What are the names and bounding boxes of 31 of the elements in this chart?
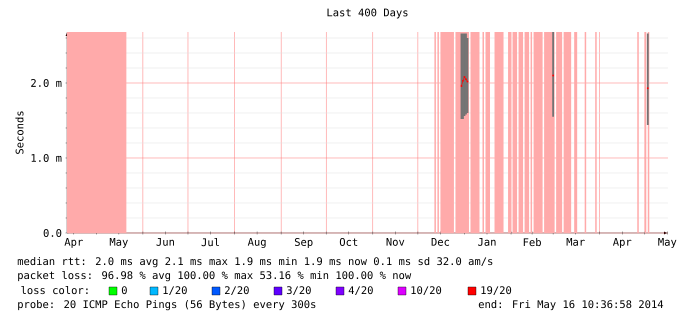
x-tick-label: Dec [432, 238, 450, 246]
y-axis-title: Seconds [15, 111, 24, 154]
x-tick-label: Jul [202, 238, 219, 246]
legend-label: 1/20 [163, 286, 187, 295]
x-tick-label: May [658, 238, 676, 248]
x-tick-label: Apr [612, 238, 632, 248]
x-tick-label: Nov [386, 238, 404, 246]
x-tick-label: Feb [524, 238, 541, 246]
legend-label: 4/20 [348, 286, 373, 295]
chart-title: Last 400 Days [328, 8, 408, 18]
legend-label: 10/20 [411, 286, 442, 295]
y-tick-label: 0.0 [44, 229, 62, 237]
x-tick-label: Apr [64, 238, 83, 248]
y-tick-label: 1.0 m [32, 154, 62, 162]
x-tick-label: Sep [294, 238, 313, 248]
text: probe: 20 ICMP Echo Pings (56 Bytes) every 300s [18, 300, 316, 310]
legend-label: 0 [122, 286, 127, 294]
legend-label: 3/20 [286, 286, 311, 295]
x-tick-label: May [110, 238, 128, 248]
x-tick-label: Aug [248, 238, 266, 248]
text: packet loss: 96.98 % avg 100.00 % max 53.16 % min 100.00 % now [18, 270, 412, 282]
x-tick-label: Jun [156, 238, 174, 246]
x-tick-label: Mar [566, 238, 585, 246]
legend-label: 2/20 [224, 286, 249, 295]
text: median rtt: 2.0 ms avg 2.1 ms max 1.9 ms min 1.9 ms now 0.1 ms sd 32.0 am/s [18, 257, 492, 268]
x-tick-label: Oct [340, 238, 358, 246]
legend-label: 19/20 [481, 286, 512, 295]
text: end: Fri May 16 10:36:58 2014 [478, 300, 664, 310]
x-tick-label: Jan [478, 238, 496, 246]
legend-title: loss color: [21, 286, 88, 294]
y-tick-label: 2.0 m [31, 79, 62, 87]
